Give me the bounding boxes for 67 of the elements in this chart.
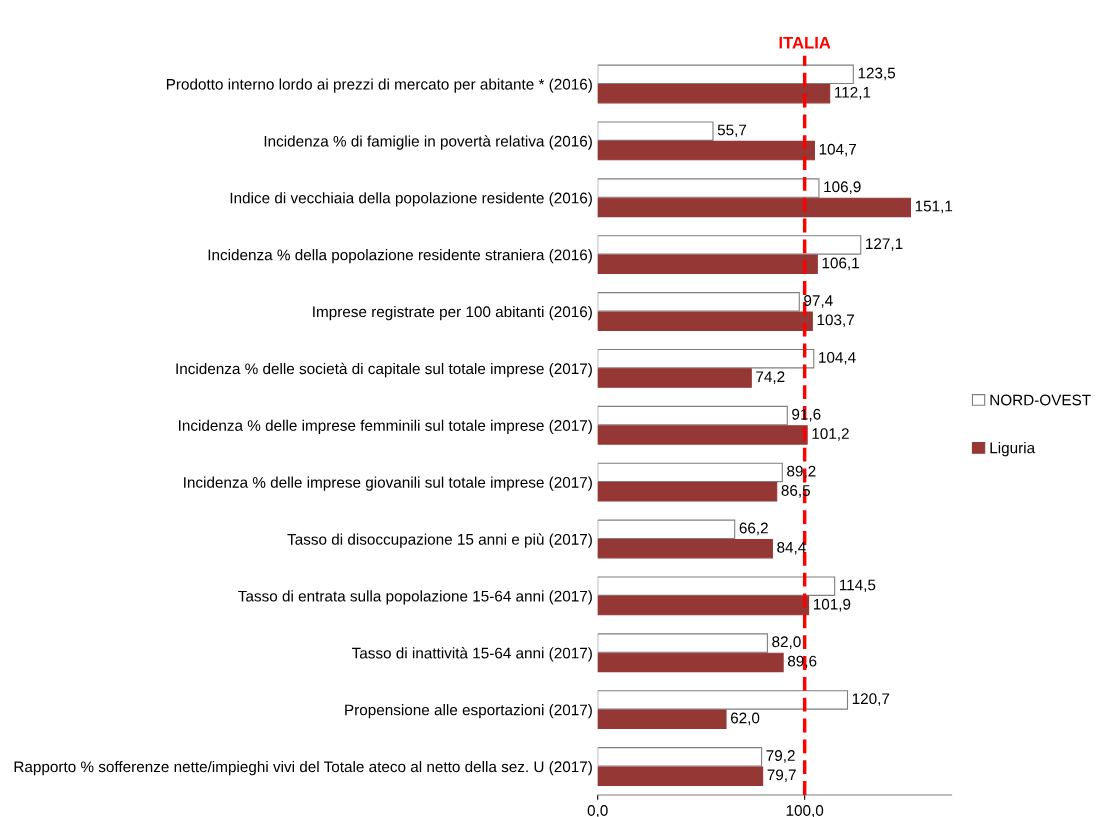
y-tick-label: Incidenza % di famiglie in povertà relativa (2016) bbox=[264, 135, 592, 150]
legend-label: NORD-OVEST bbox=[990, 394, 1091, 406]
bar bbox=[597, 311, 813, 331]
bar bbox=[597, 235, 862, 255]
bar bbox=[597, 348, 815, 369]
data-label: 104,4 bbox=[819, 351, 856, 365]
x-tick-label: 100,0 bbox=[786, 805, 824, 817]
data-label: 106,1 bbox=[822, 257, 859, 271]
y-tick-label: Tasso di inattività 15-64 anni (2017) bbox=[352, 647, 592, 662]
bar bbox=[597, 254, 818, 275]
data-label: 151,1 bbox=[915, 200, 953, 214]
bar bbox=[597, 766, 764, 786]
bar bbox=[597, 595, 810, 616]
data-label: 103,7 bbox=[817, 314, 854, 328]
bar bbox=[597, 425, 808, 445]
y-tick-label: Propensione alle esportazioni (2017) bbox=[345, 704, 592, 719]
y-tick-label: Tasso di disoccupazione 15 anni e più (2017) bbox=[287, 533, 592, 548]
data-label: 114,5 bbox=[840, 579, 876, 593]
y-tick-label: Tasso di entrata sulla popolazione 15-64 anni (2017) bbox=[238, 590, 592, 605]
y-tick-label: Imprese registrate per 100 abitanti (2016) bbox=[313, 305, 592, 321]
legend-label: Liguria bbox=[990, 442, 1036, 457]
data-label: 66,2 bbox=[739, 522, 768, 536]
bar bbox=[597, 292, 800, 312]
data-label: 79,7 bbox=[767, 769, 796, 783]
bar bbox=[597, 178, 820, 198]
data-label: 120,7 bbox=[852, 693, 890, 706]
data-label: 55,7 bbox=[717, 124, 747, 138]
data-label: 112,1 bbox=[835, 86, 871, 100]
y-tick-label: Indice di vecchiaia della popolazione residente (2016) bbox=[230, 192, 592, 207]
ref-line-label: ITALIA bbox=[779, 36, 831, 49]
y-tick-label: Prodotto interno lordo ai prezzi di mercato per abitante * (2016) bbox=[166, 78, 592, 93]
data-label: 104,7 bbox=[819, 143, 857, 157]
y-tick-label: Incidenza % delle società di capitale sul totale imprese (2017) bbox=[176, 362, 592, 378]
bar bbox=[597, 652, 784, 673]
data-label: 101,9 bbox=[813, 598, 851, 612]
bar bbox=[597, 576, 836, 596]
bar bbox=[597, 747, 763, 767]
data-label: 86,5 bbox=[781, 485, 810, 498]
bar bbox=[597, 709, 727, 730]
y-tick-label: Incidenza % della popolazione residente straniera (2016) bbox=[208, 249, 592, 264]
x-tick-label: 0,0 bbox=[587, 805, 608, 817]
data-label: 97,4 bbox=[804, 295, 833, 308]
bar bbox=[597, 519, 736, 540]
bar bbox=[597, 462, 783, 483]
y-tick-label: Incidenza % delle imprese giovanili sul totale imprese (2017) bbox=[184, 476, 592, 491]
bar bbox=[597, 405, 788, 426]
bar bbox=[597, 633, 768, 653]
bar bbox=[597, 83, 831, 104]
data-label: 123,5 bbox=[858, 67, 896, 81]
data-label: 127,1 bbox=[866, 238, 903, 251]
bar bbox=[597, 538, 773, 559]
data-label: 82,0 bbox=[772, 636, 801, 649]
data-label: 101,2 bbox=[812, 428, 849, 441]
bar bbox=[597, 690, 849, 710]
y-tick-label: Rapporto % sofferenze nette/impieghi vivi del Totale ateco al netto della sez. U (2017) bbox=[14, 760, 592, 776]
y-tick-label: Incidenza % delle imprese femminili sul totale imprese (2017) bbox=[179, 419, 592, 434]
data-label: 79,2 bbox=[766, 750, 795, 763]
data-label: 74,2 bbox=[756, 371, 785, 384]
bar bbox=[597, 140, 815, 161]
data-label: 84,4 bbox=[777, 541, 806, 555]
data-label: 106,9 bbox=[824, 181, 861, 194]
bar bbox=[597, 368, 752, 388]
bar bbox=[597, 482, 778, 502]
bar bbox=[597, 64, 854, 85]
data-label: 62,0 bbox=[730, 712, 760, 726]
bar bbox=[597, 197, 911, 218]
bar bbox=[597, 121, 714, 141]
